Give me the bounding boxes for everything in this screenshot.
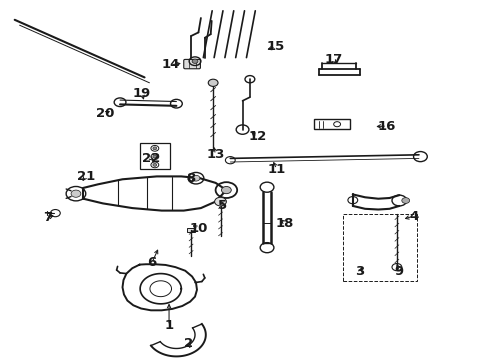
Circle shape [153, 163, 157, 166]
FancyBboxPatch shape [184, 59, 200, 69]
Text: 22: 22 [142, 152, 160, 165]
Text: 10: 10 [189, 222, 208, 235]
Text: 15: 15 [267, 40, 285, 53]
Text: 2: 2 [184, 337, 193, 350]
Text: 5: 5 [219, 199, 227, 212]
Circle shape [153, 155, 157, 158]
Circle shape [221, 186, 231, 194]
Text: 12: 12 [248, 130, 267, 143]
Circle shape [402, 198, 410, 203]
Text: 11: 11 [268, 163, 286, 176]
Circle shape [208, 79, 218, 86]
Circle shape [192, 59, 198, 63]
Text: 14: 14 [161, 58, 180, 71]
Circle shape [71, 190, 81, 197]
Bar [140, 143, 170, 169]
Circle shape [192, 175, 200, 181]
Text: 17: 17 [324, 53, 343, 66]
Text: 4: 4 [410, 210, 418, 222]
Circle shape [153, 147, 157, 150]
Bar [314, 119, 350, 129]
Text: 21: 21 [76, 170, 95, 183]
Text: 13: 13 [206, 148, 225, 161]
Text: 9: 9 [395, 265, 404, 278]
Text: 1: 1 [165, 319, 173, 332]
Text: 3: 3 [356, 265, 365, 278]
Text: 8: 8 [187, 172, 196, 185]
Text: 20: 20 [96, 107, 115, 120]
Circle shape [215, 197, 226, 206]
Text: 6: 6 [147, 256, 156, 269]
Bar [187, 228, 195, 232]
Bar [343, 214, 416, 281]
Text: 18: 18 [276, 217, 294, 230]
Text: 19: 19 [133, 87, 151, 100]
Text: 16: 16 [378, 120, 396, 132]
Text: 7: 7 [44, 211, 52, 224]
